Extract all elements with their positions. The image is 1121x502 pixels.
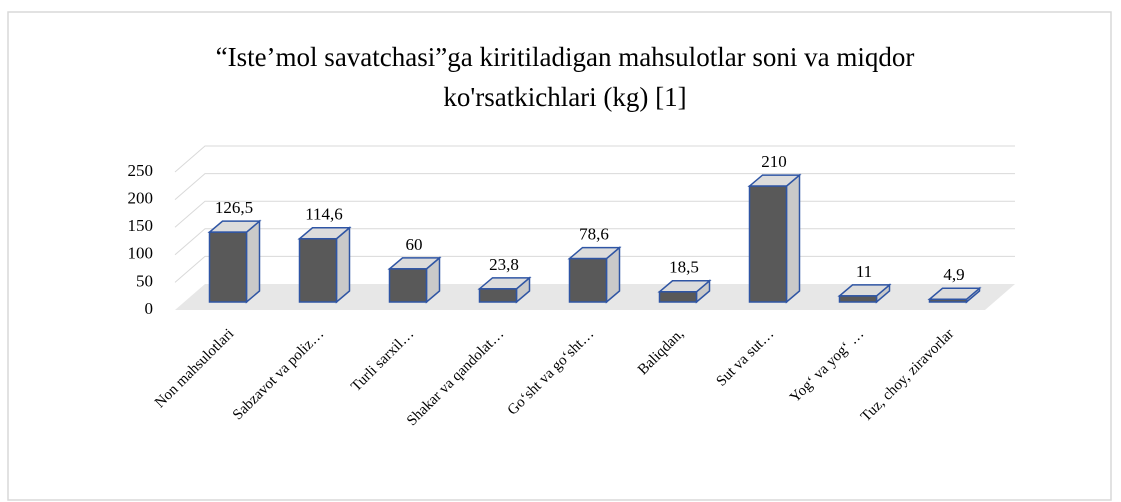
y-tick-label: 200 [128,189,154,208]
bar [298,237,338,303]
bar-side [785,173,801,304]
data-label: 78,6 [579,225,609,244]
y-tick-label: 50 [136,271,153,290]
bar [478,288,518,303]
y-tick-label: 250 [128,161,154,180]
data-label: 114,6 [305,205,343,224]
bar [928,298,968,303]
grid-line [174,145,1015,173]
bar [388,268,428,303]
data-label: 210 [761,152,787,171]
chart-title: ko'rsatkichlari (kg) [1] [443,82,686,112]
data-label: 18,5 [669,258,699,277]
bar [568,257,608,303]
grid-line [174,200,1015,228]
data-label: 11 [856,262,872,281]
bar-side [335,226,351,304]
chart-title: “Iste’mol savatchasi”ga kiritiladigan ma… [216,42,915,72]
bar [838,295,878,303]
grid-line [174,173,1015,200]
data-label: 4,9 [943,265,964,284]
data-label: 126,5 [215,198,253,217]
y-tick-label: 150 [128,216,154,235]
bar [748,185,788,303]
y-tick-label: 0 [145,299,154,318]
bar [208,231,248,303]
data-label: 23,8 [489,255,519,274]
grid-line [174,255,1015,283]
bar [658,291,698,303]
grid-line [174,228,1015,256]
y-tick-label: 100 [128,244,154,263]
data-label: 60 [406,235,423,254]
bar-side [245,219,261,304]
